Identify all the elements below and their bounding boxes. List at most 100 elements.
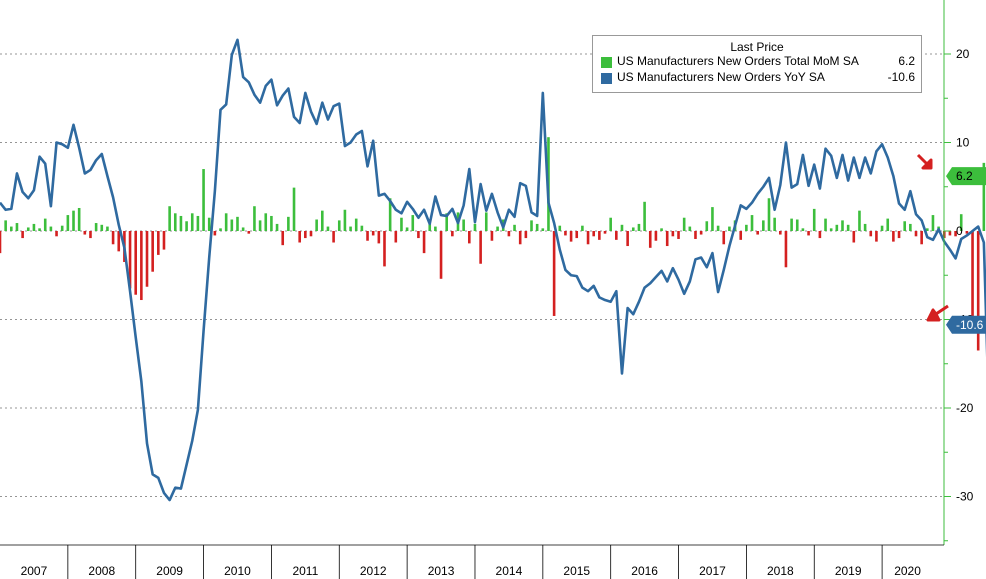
mom-bar <box>343 209 347 231</box>
mom-bar <box>236 216 239 231</box>
mom-bar <box>552 231 556 316</box>
mom-bar <box>535 223 539 231</box>
mom-bar <box>886 218 890 231</box>
mom-bar <box>383 231 386 267</box>
mom-bar <box>72 210 75 231</box>
mom-bar <box>21 231 24 239</box>
mom-bar <box>682 217 686 231</box>
mom-bar <box>620 224 624 231</box>
mom-bar <box>196 215 200 231</box>
mom-bar <box>869 231 873 237</box>
mom-bar <box>665 231 669 247</box>
legend-entry-mom: US Manufacturers New Orders Total MoM SA… <box>601 54 921 70</box>
y-tick-label: 20 <box>956 47 970 61</box>
y-tick-label: 0 <box>956 224 963 238</box>
mom-bar <box>750 215 754 231</box>
mom-bar <box>699 231 703 235</box>
mom-bar <box>202 169 205 231</box>
last-value-tags: 6.2 -10.6 <box>946 167 986 334</box>
mom-bar <box>920 231 923 245</box>
mom-bar <box>954 231 957 237</box>
mom-bar <box>711 207 714 231</box>
mom-bar <box>400 217 403 231</box>
mom-bar <box>360 225 364 231</box>
mom-bar <box>892 231 895 242</box>
mom-bar <box>965 231 969 234</box>
mom-bar <box>377 231 381 244</box>
x-tick-label: 2009 <box>156 564 183 578</box>
mom-bar <box>637 223 641 231</box>
mom-bar <box>49 226 53 231</box>
x-tick-label: 2019 <box>835 564 862 578</box>
mom-bar <box>626 231 629 247</box>
mom-bar <box>106 226 109 231</box>
legend-swatch-mom <box>601 57 612 68</box>
mom-bar <box>128 231 132 289</box>
mom-bar <box>173 213 177 231</box>
mom-bar <box>264 213 268 231</box>
x-tick-label: 2011 <box>292 564 318 578</box>
mom-bar <box>756 231 759 235</box>
mom-bar <box>705 221 709 231</box>
mom-bar <box>253 206 256 231</box>
x-axis: 2007 2008 2009 2010 2011 2012 2013 2014 2015 2016… <box>0 544 944 579</box>
mom-bar <box>15 223 19 231</box>
mom-bar <box>422 231 426 254</box>
mom-bar <box>603 231 607 234</box>
mom-bar <box>490 231 494 241</box>
mom-bar <box>880 225 884 231</box>
mom-bar <box>767 198 771 231</box>
mom-bar <box>207 217 211 231</box>
mom-bar <box>417 231 420 239</box>
mom-bar <box>671 231 675 237</box>
mom-bar <box>524 231 528 239</box>
mom-bar <box>897 231 901 239</box>
mom-bar <box>818 231 822 239</box>
mom-bar <box>162 231 166 250</box>
mom-bar <box>83 231 87 235</box>
y-tick-label: -30 <box>956 490 974 504</box>
mom-bar <box>762 220 765 231</box>
mom-bar <box>117 231 121 252</box>
mom-bar <box>558 225 562 231</box>
mom-bar <box>292 187 296 231</box>
x-tick-label: 2015 <box>563 564 590 578</box>
mom-bar <box>598 231 601 240</box>
mom-bar <box>77 207 81 231</box>
mom-bar <box>615 231 618 240</box>
mom-bar <box>976 231 980 351</box>
mom-bar <box>0 231 2 254</box>
mom-bar <box>801 228 805 231</box>
mom-bar <box>451 231 454 237</box>
mom-bar <box>281 231 285 246</box>
mom-bar <box>790 218 793 231</box>
x-tick-label: 2016 <box>631 564 658 578</box>
mom-bar <box>258 220 262 231</box>
y-tick-label: 10 <box>956 136 970 150</box>
mom-bar <box>10 226 13 231</box>
mom-bar <box>66 215 70 231</box>
mom-bar <box>824 218 827 231</box>
mom-bar <box>784 231 788 268</box>
mom-bar <box>241 227 245 231</box>
mom-bar <box>835 224 839 231</box>
y-tick-label: -20 <box>956 401 974 415</box>
mom-bar <box>371 231 375 236</box>
mom-bar <box>247 231 251 234</box>
legend-entry-yoy: US Manufacturers New Orders YoY SA -10.6 <box>601 70 921 86</box>
mom-bar <box>812 208 816 232</box>
mom-bar <box>530 220 533 231</box>
mom-bar <box>332 231 335 243</box>
mom-bar <box>581 225 584 231</box>
mom-bar <box>270 215 273 231</box>
mom-bar <box>564 231 567 236</box>
annotation-arrows <box>916 153 949 322</box>
x-tick-label: 2007 <box>21 564 48 578</box>
mom-bar <box>434 226 437 231</box>
mom-bar <box>496 226 499 231</box>
legend: Last Price US Manufacturers New Orders T… <box>592 35 922 93</box>
x-tick-label: 2012 <box>360 564 387 578</box>
mom-bars <box>0 137 986 351</box>
mom-bar <box>405 227 409 231</box>
